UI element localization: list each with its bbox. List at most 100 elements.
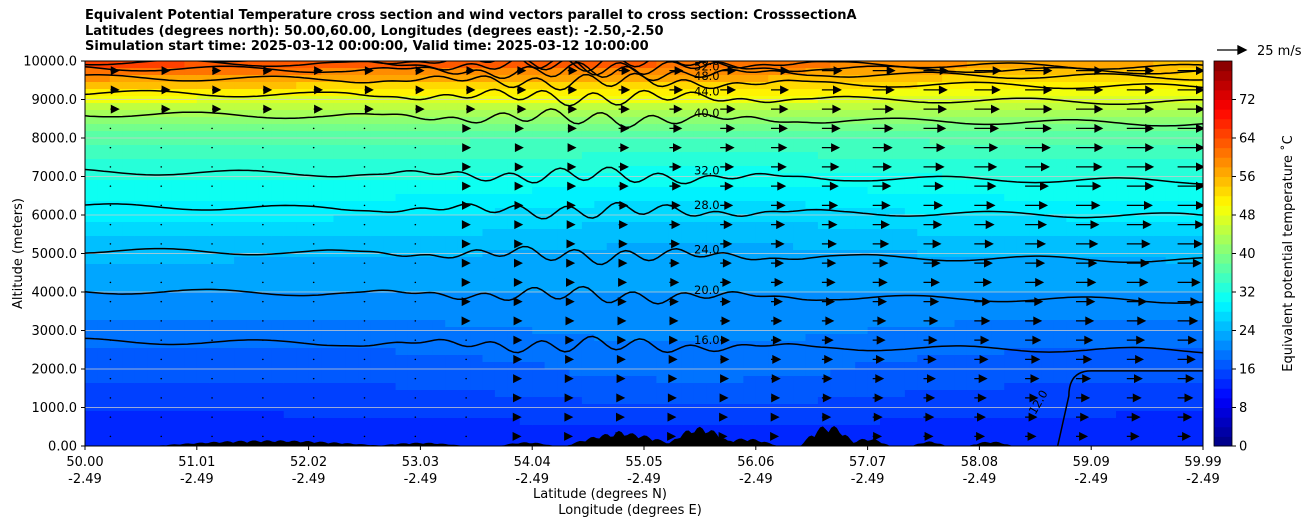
fill-cell — [420, 348, 434, 356]
fill-cell — [979, 75, 993, 83]
fill-cell — [532, 376, 546, 384]
fill-cell — [855, 68, 869, 76]
fill-cell — [1041, 362, 1055, 370]
fill-cell — [1153, 418, 1167, 426]
fill-cell — [1078, 306, 1092, 314]
fill-cell — [681, 390, 695, 398]
fill-cell — [730, 334, 744, 342]
fill-cell — [407, 278, 421, 286]
fill-cell — [1116, 376, 1130, 384]
fill-cell — [1153, 285, 1167, 293]
fill-cell — [768, 418, 782, 426]
fill-cell — [246, 313, 260, 321]
fill-cell — [942, 243, 956, 251]
fill-cell — [755, 103, 769, 111]
fill-cell — [581, 75, 595, 83]
fill-cell — [470, 334, 484, 342]
fill-cell — [296, 432, 310, 440]
fill-cell — [395, 145, 409, 153]
fill-cell — [730, 369, 744, 377]
fill-cell — [544, 299, 558, 307]
fill-cell — [147, 236, 161, 244]
fill-cell — [581, 201, 595, 209]
fill-cell — [507, 341, 521, 349]
fill-cell — [308, 215, 322, 223]
fill-cell — [979, 341, 993, 349]
fill-cell — [507, 383, 521, 391]
fill-cell — [482, 131, 496, 139]
fill-cell — [345, 145, 359, 153]
fill-cell — [1029, 383, 1043, 391]
fill-cell — [383, 432, 397, 440]
fill-cell — [1078, 320, 1092, 328]
fill-cell — [917, 397, 931, 405]
fill-cell — [917, 208, 931, 216]
fill-cell — [345, 362, 359, 370]
fill-cell — [432, 369, 446, 377]
fill-cell — [830, 61, 844, 69]
fill-cell — [1066, 271, 1080, 279]
fill-cell — [532, 320, 546, 328]
fill-cell — [271, 194, 285, 202]
fill-cell — [184, 152, 198, 160]
fill-cell — [880, 439, 894, 446]
fill-cell — [904, 131, 918, 139]
fill-cell — [147, 82, 161, 90]
fill-cell — [271, 390, 285, 398]
fill-cell — [171, 187, 185, 195]
fill-cell — [1190, 411, 1203, 419]
fill-cell — [892, 278, 906, 286]
fill-cell — [656, 180, 670, 188]
fill-cell — [644, 159, 658, 167]
fill-cell — [594, 61, 608, 69]
fill-cell — [730, 320, 744, 328]
fill-cell — [892, 376, 906, 384]
fill-cell — [296, 341, 310, 349]
fill-cell — [644, 348, 658, 356]
fill-cell — [1178, 236, 1192, 244]
fill-cell — [718, 411, 732, 419]
fill-cell — [147, 152, 161, 160]
fill-cell — [569, 124, 583, 132]
fill-cell — [917, 110, 931, 118]
fill-cell — [619, 383, 633, 391]
fill-cell — [482, 236, 496, 244]
fill-cell — [830, 299, 844, 307]
fill-cell — [1053, 138, 1067, 146]
fill-cell — [1178, 75, 1192, 83]
fill-cell — [830, 313, 844, 321]
fill-cell — [1165, 229, 1179, 237]
fill-cell — [1066, 411, 1080, 419]
fill-cell — [1078, 362, 1092, 370]
fill-cell — [333, 138, 347, 146]
fill-cell — [855, 418, 869, 426]
fill-cell — [743, 362, 757, 370]
fill-cell — [246, 271, 260, 279]
fill-cell — [581, 257, 595, 265]
fill-cell — [1165, 292, 1179, 300]
fill-cell — [1178, 159, 1192, 167]
fill-cell — [1128, 362, 1142, 370]
fill-cell — [606, 110, 620, 118]
fill-cell — [196, 145, 210, 153]
fill-cell — [494, 257, 508, 265]
fill-cell — [432, 299, 446, 307]
fill-cell — [979, 306, 993, 314]
fill-cell — [246, 236, 260, 244]
fill-cell — [470, 229, 484, 237]
fill-cell — [1041, 432, 1055, 440]
fill-cell — [147, 103, 161, 111]
fill-cell — [780, 243, 794, 251]
fill-cell — [904, 194, 918, 202]
fill-cell — [457, 376, 471, 384]
fill-cell — [594, 131, 608, 139]
fill-cell — [196, 278, 210, 286]
fill-cell — [1016, 313, 1030, 321]
fill-cell — [358, 145, 372, 153]
fill-cell — [569, 117, 583, 125]
fill-cell — [109, 411, 123, 419]
fill-cell — [1103, 411, 1117, 419]
fill-cell — [420, 313, 434, 321]
fill-cell — [880, 355, 894, 363]
fill-cell — [494, 306, 508, 314]
